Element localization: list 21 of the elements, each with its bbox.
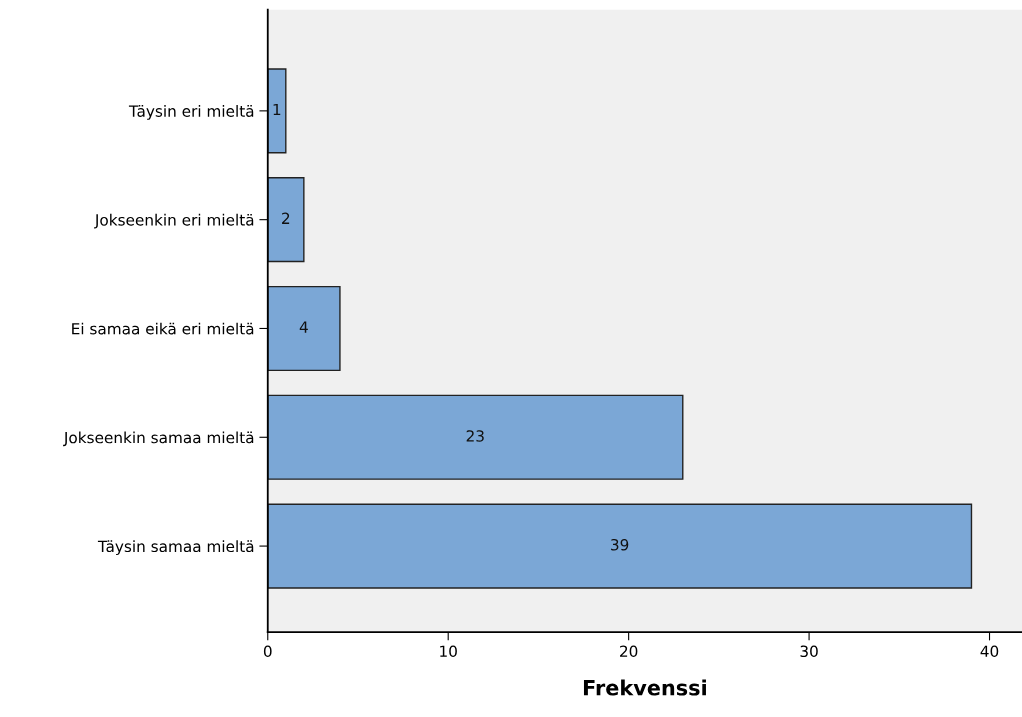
bar (267, 68, 287, 154)
y-tick-label: Täysin samaa mieltä (97, 540, 254, 556)
bar (267, 177, 305, 263)
y-tick-label: Ei samaa eikä eri mieltä (72, 322, 254, 335)
x-tick-label: 40 (980, 645, 999, 658)
y-tick-label: Täysin eri mieltä (128, 105, 254, 120)
y-tick-label: Jokseenkin eri mieltä (94, 213, 254, 229)
data-label: 1 (273, 103, 281, 116)
x-tick-label: 10 (440, 645, 457, 658)
y-tick-label: Jokseenkin samaa mieltä (63, 431, 254, 447)
data-label: 2 (282, 212, 290, 224)
data-label: 23 (466, 430, 484, 442)
bar (267, 394, 684, 480)
x-tick-label: 30 (800, 645, 818, 658)
bar (267, 285, 341, 372)
x-tick-label: 0 (263, 645, 272, 658)
x-axis-title: Frekvenssi (583, 679, 706, 696)
data-label: 4 (299, 321, 308, 333)
x-tick-label: 20 (620, 645, 638, 658)
data-label: 39 (611, 538, 629, 551)
bar (267, 503, 973, 589)
